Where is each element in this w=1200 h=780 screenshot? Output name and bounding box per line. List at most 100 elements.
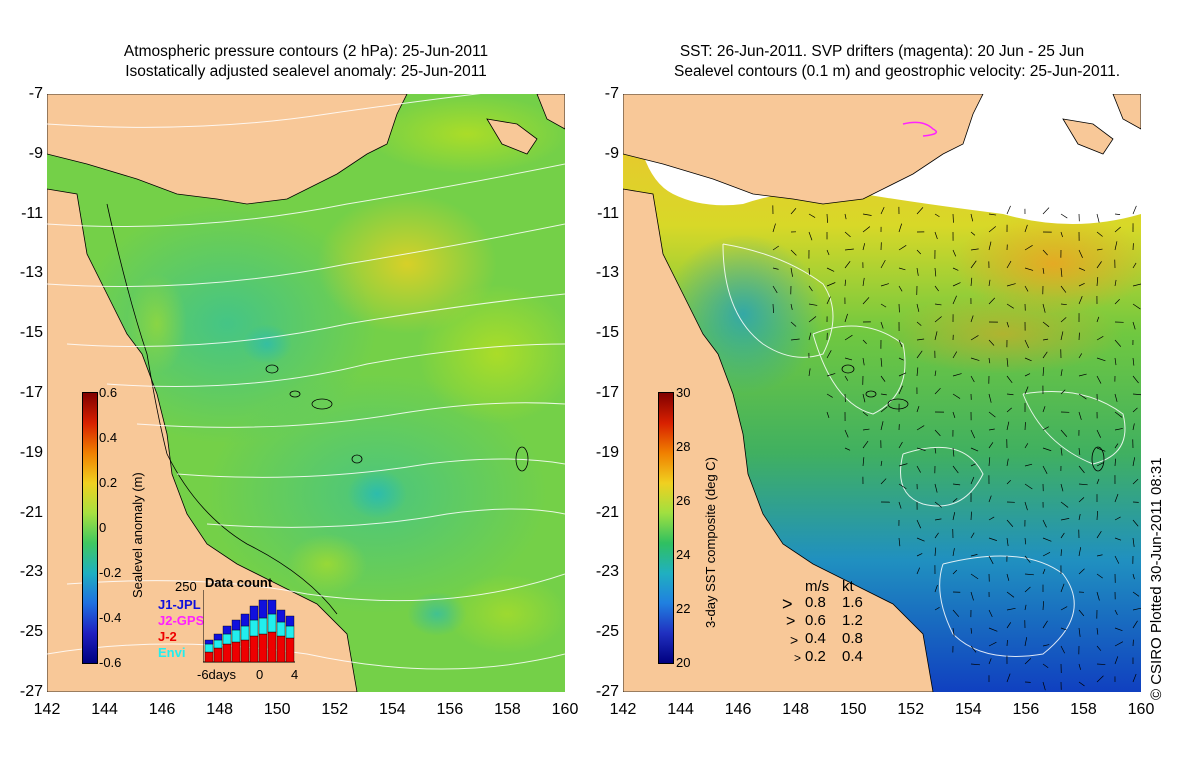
velocity-vector (1060, 606, 1068, 611)
velocity-vector (988, 609, 993, 617)
lat-label: -9 (604, 144, 619, 162)
velocity-vector (988, 495, 992, 503)
velocity-vector (916, 465, 921, 473)
velocity-vector (1042, 351, 1048, 359)
data-count-max: 250 (175, 579, 197, 594)
lon-label: 152 (897, 701, 925, 718)
velocity-vector (970, 248, 979, 251)
velocity-vector (970, 532, 975, 539)
velocity-vector (898, 357, 904, 361)
velocity-vector (970, 663, 980, 666)
velocity-vector (1042, 519, 1047, 528)
velocity-vector (934, 267, 937, 277)
velocity-vector (1060, 645, 1065, 654)
velocity-vector (1006, 591, 1015, 598)
velocity-vector (970, 476, 975, 485)
velocity-vector (862, 411, 869, 417)
lon-label: 148 (782, 701, 809, 718)
velocity-vector (1006, 205, 1011, 215)
velocity-vector (1006, 375, 1013, 384)
velocity-vector (1042, 367, 1045, 377)
velocity-vector (916, 321, 922, 326)
velocity-vector (844, 213, 847, 220)
colorbar-tick: 0 (99, 520, 107, 535)
velocity-vector (844, 447, 851, 451)
velocity-vector (952, 447, 955, 457)
velocity-vector (1006, 260, 1012, 269)
colorbar-tick: 0.2 (99, 475, 118, 490)
velocity-vector (934, 429, 941, 437)
sst-colorbar (658, 392, 674, 664)
velocity-legend-text: 0.2 (805, 648, 826, 665)
velocity-vector (1132, 457, 1136, 467)
velocity-vector (970, 315, 974, 323)
velocity-vector (1078, 282, 1085, 287)
velocity-vector (826, 249, 830, 256)
velocity-vector (808, 267, 810, 275)
velocity-vector (1096, 213, 1100, 223)
velocity-vector (934, 447, 937, 454)
lat-label: -13 (19, 264, 43, 282)
velocity-vector (808, 231, 813, 241)
lon-label: 146 (724, 701, 752, 718)
lon-label: 154 (378, 701, 406, 718)
lon-label: 152 (321, 701, 349, 718)
velocity-vector (970, 277, 973, 287)
lon-label: 144 (667, 701, 694, 718)
velocity-arrow-icon: > (794, 651, 802, 665)
velocity-vector (934, 303, 942, 306)
left-title-line1: Atmospheric pressure contours (2 hPa): 2… (123, 43, 489, 60)
lat-label: -11 (597, 204, 619, 222)
velocity-vector (934, 316, 942, 323)
velocity-vector (1114, 537, 1122, 541)
velocity-vector (988, 457, 991, 467)
velocity-vector (1024, 224, 1028, 233)
velocity-vector (826, 350, 832, 359)
velocity-vector (826, 373, 836, 377)
velocity-vector (808, 285, 813, 292)
velocity-vector (1078, 609, 1085, 617)
velocity-vector (1096, 462, 1104, 467)
pressure-contours (47, 94, 565, 670)
velocity-vector (1078, 249, 1083, 258)
velocity-vector (970, 375, 975, 383)
velocity-vector (952, 548, 955, 557)
velocity-vector (916, 567, 920, 575)
velocity-vector (898, 441, 903, 449)
velocity-legend-text: 0.4 (805, 630, 826, 647)
velocity-vector (1042, 537, 1052, 542)
velocity-vector (952, 282, 961, 287)
velocity-vector (1006, 519, 1014, 528)
velocity-vector (916, 425, 925, 431)
velocity-vector (1132, 375, 1139, 384)
lon-label: 148 (206, 701, 233, 718)
velocity-vector (1096, 316, 1100, 323)
velocity-vector (1096, 675, 1104, 683)
velocity-vector (1024, 267, 1034, 271)
velocity-vector (1132, 407, 1138, 413)
velocity-vector (880, 283, 890, 287)
velocity-vector (898, 537, 901, 547)
velocity-vector (1078, 547, 1082, 557)
velocity-legend-text: 0.8 (842, 630, 863, 647)
velocity-vector (1024, 573, 1034, 576)
velocity-vector (1042, 426, 1049, 431)
solomon-land (1062, 118, 1114, 155)
right-title-line1: SST: 26-Jun-2011. SVP drifters (magenta)… (679, 43, 1085, 60)
svp-drifter-track (902, 121, 938, 137)
velocity-legend-text: 0.6 (805, 612, 826, 629)
velocity-vector (988, 357, 991, 364)
velocity-vector (1024, 637, 1028, 647)
velocity-vector (934, 370, 937, 377)
velocity-vector (1060, 429, 1068, 438)
histogram-bar (240, 613, 250, 627)
velocity-vector (1132, 283, 1141, 287)
velocity-vector (952, 512, 956, 521)
lat-label: -17 (595, 384, 619, 401)
velocity-vector (898, 372, 907, 377)
velocity-vector (934, 285, 939, 292)
velocity-vector (1132, 205, 1137, 215)
velocity-vector (772, 223, 776, 233)
solomon-land (486, 118, 538, 155)
velocity-vector (952, 609, 960, 617)
